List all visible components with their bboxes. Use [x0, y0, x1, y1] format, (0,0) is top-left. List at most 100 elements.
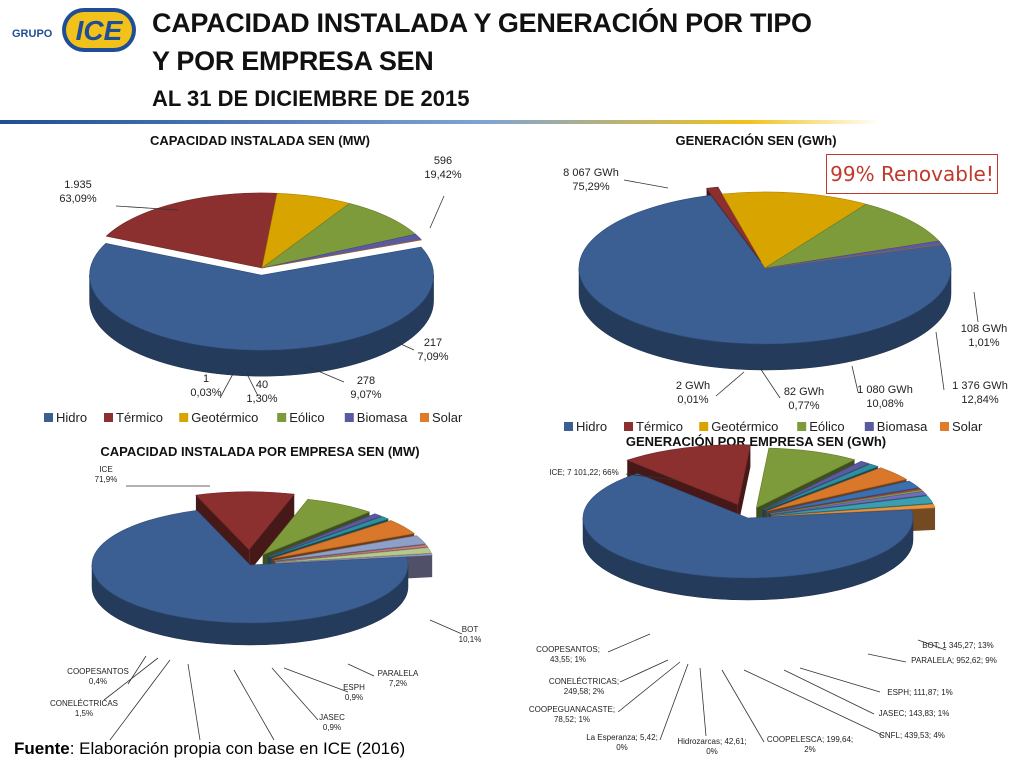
slice-hidro — [578, 194, 952, 345]
slice-termico — [105, 192, 278, 269]
slice-coopesantos — [771, 503, 936, 517]
legend-swatch-biomasa — [864, 422, 874, 431]
slice-termico — [706, 186, 762, 262]
legend-entry-solar: Solar — [432, 410, 463, 425]
slice-eolico — [261, 203, 417, 269]
data-label-ice: ICE; 7 101,22; 66% — [549, 468, 618, 477]
legend-entry-solar: Solar — [952, 419, 983, 434]
legend-entry-eolico: Eólico — [809, 419, 844, 434]
chart-title: GENERACIÓN SEN (GWh) — [675, 133, 836, 148]
leader-line-termico — [973, 291, 979, 323]
legend: Hidro Térmico Geotérmico Eólico Biomasa Solar — [564, 419, 983, 434]
data-label-conelectricas: CONELÉCTRICAS; 249,58; 2% — [549, 677, 619, 696]
legend-entry-hidro: Hidro — [56, 410, 87, 425]
legend-entry-hidro: Hidro — [576, 419, 607, 434]
source-label: Fuente — [14, 739, 70, 758]
data-label-biomasa: 40 1,30% — [246, 379, 277, 405]
data-label-termico: 108 GWh 1,01% — [961, 323, 1007, 349]
leader-line-coopesantos — [127, 655, 147, 685]
slice-ice — [582, 473, 914, 579]
slice-cnfl — [766, 467, 908, 512]
slice-edge-bot — [737, 444, 751, 527]
leader-line-la-esperanza — [659, 663, 689, 741]
slice-coopelesca — [274, 535, 426, 562]
slice-geotermico — [721, 191, 867, 269]
leader-line-eolico — [305, 365, 345, 383]
data-label-eolico: 1 080 GWh 10,08% — [857, 384, 913, 410]
data-label-coopesantos: COOPESANTOS; 43,55; 1% — [536, 645, 600, 664]
leader-line-biomasa — [245, 371, 259, 397]
slice-esph — [762, 460, 871, 510]
slice-solar — [261, 239, 423, 269]
slice-la-esperanza — [770, 489, 924, 515]
data-label-solar: 1 0,03% — [190, 373, 221, 399]
legend-entry-biomasa: Biomasa — [877, 419, 928, 434]
grupo-ice-logo: GRUPO ICE — [12, 8, 136, 52]
data-label-eolico: 278 9,07% — [350, 375, 381, 401]
chart-title: CAPACIDAD INSTALADA SEN (MW) — [150, 133, 370, 148]
leader-line-cnfl — [743, 669, 885, 737]
data-label-conelectricas: CONELÉCTRICAS 1,5% — [50, 699, 118, 718]
legend-swatch-geotermico — [699, 422, 709, 431]
leader-line-esph — [283, 667, 349, 693]
leader-line-hidro — [115, 205, 179, 211]
data-label-hidro: 8 067 GWh 75,29% — [563, 167, 619, 193]
data-label-esph: ESPH 0,9% — [343, 683, 365, 702]
leader-line-esph — [799, 667, 881, 693]
legend-swatch-eolico — [797, 422, 807, 431]
page-title-line-1: CAPACIDAD INSTALADA Y GENERACIÓN POR TIP… — [152, 8, 812, 38]
slice-paralela — [755, 447, 856, 509]
legend-entry-termico: Térmico — [636, 419, 683, 434]
legend-entry-termico: Térmico — [116, 410, 163, 425]
slice-hidro — [89, 243, 434, 351]
leader-line-termico — [429, 195, 445, 229]
leader-line-biomasa — [759, 367, 781, 399]
data-label-paralela: PARALELA 7,2% — [378, 669, 419, 688]
leader-line-geotermico — [391, 339, 415, 351]
leader-line-bot — [917, 639, 947, 651]
data-label-jasec: JASEC; 143,83; 1% — [879, 709, 950, 718]
data-label-esph: ESPH; 111,87; 1% — [887, 688, 953, 697]
slice-conelectricas — [771, 495, 934, 516]
data-label-bot: BOT 10,1% — [459, 625, 482, 644]
leader-line-coopelesca — [721, 669, 765, 743]
slice-coopeguanacaste — [770, 491, 928, 515]
legend-swatch-geotermico — [179, 413, 189, 422]
data-label-hidrozarcas: Hidrozarcas; 42,61; 0% — [677, 737, 746, 756]
data-label-hidro: 1.935 63,09% — [59, 179, 97, 205]
slice-coopelesca — [769, 480, 920, 514]
data-label-ice: ICE 71,9% — [95, 465, 118, 484]
logo-prefix: GRUPO — [12, 28, 53, 40]
legend: Hidro Térmico Geotérmico Eólico Biomasa Solar — [44, 410, 463, 425]
slice-conelectricas — [275, 547, 432, 563]
slice-cnfl — [271, 520, 415, 559]
slice-ice — [91, 510, 409, 624]
legend-swatch-solar — [940, 422, 949, 431]
slice-jasec — [763, 463, 879, 511]
leader-line-hidrozarcas — [699, 667, 707, 737]
legend-entry-biomasa: Biomasa — [357, 410, 408, 425]
legend-entry-eolico: Eólico — [289, 410, 324, 425]
slice-jasec — [269, 516, 390, 558]
slice-eolico — [764, 203, 940, 269]
chart-capacity-company: CAPACIDAD INSTALADA POR EMPRESA SEN (MW)… — [50, 444, 482, 741]
slice-paralela — [261, 498, 371, 556]
legend-swatch-hidro — [44, 413, 53, 422]
leader-line-cnfl — [233, 669, 275, 741]
data-label-termico: 596 19,42% — [424, 155, 462, 181]
leader-line-bot — [429, 619, 463, 635]
legend-swatch-biomasa — [344, 413, 354, 422]
page-subtitle: AL 31 DE DICIEMBRE DE 2015 — [152, 86, 470, 111]
leader-line-eolico — [851, 365, 859, 393]
source-text: : Elaboración propia con base en ICE (20… — [69, 739, 406, 758]
slice-bot — [195, 491, 295, 551]
data-label-geotermico: 217 7,09% — [417, 337, 448, 363]
source-note: Fuente: Elaboración propia con base en I… — [14, 739, 405, 759]
leader-line-solar — [715, 371, 745, 397]
legend-swatch-termico — [104, 413, 113, 422]
slice-bot — [626, 444, 751, 506]
leader-line-solar — [219, 371, 235, 399]
legend-swatch-solar — [420, 413, 429, 422]
data-label-paralela: PARALELA; 952,62; 9% — [911, 656, 997, 665]
slice-solar — [764, 244, 943, 269]
